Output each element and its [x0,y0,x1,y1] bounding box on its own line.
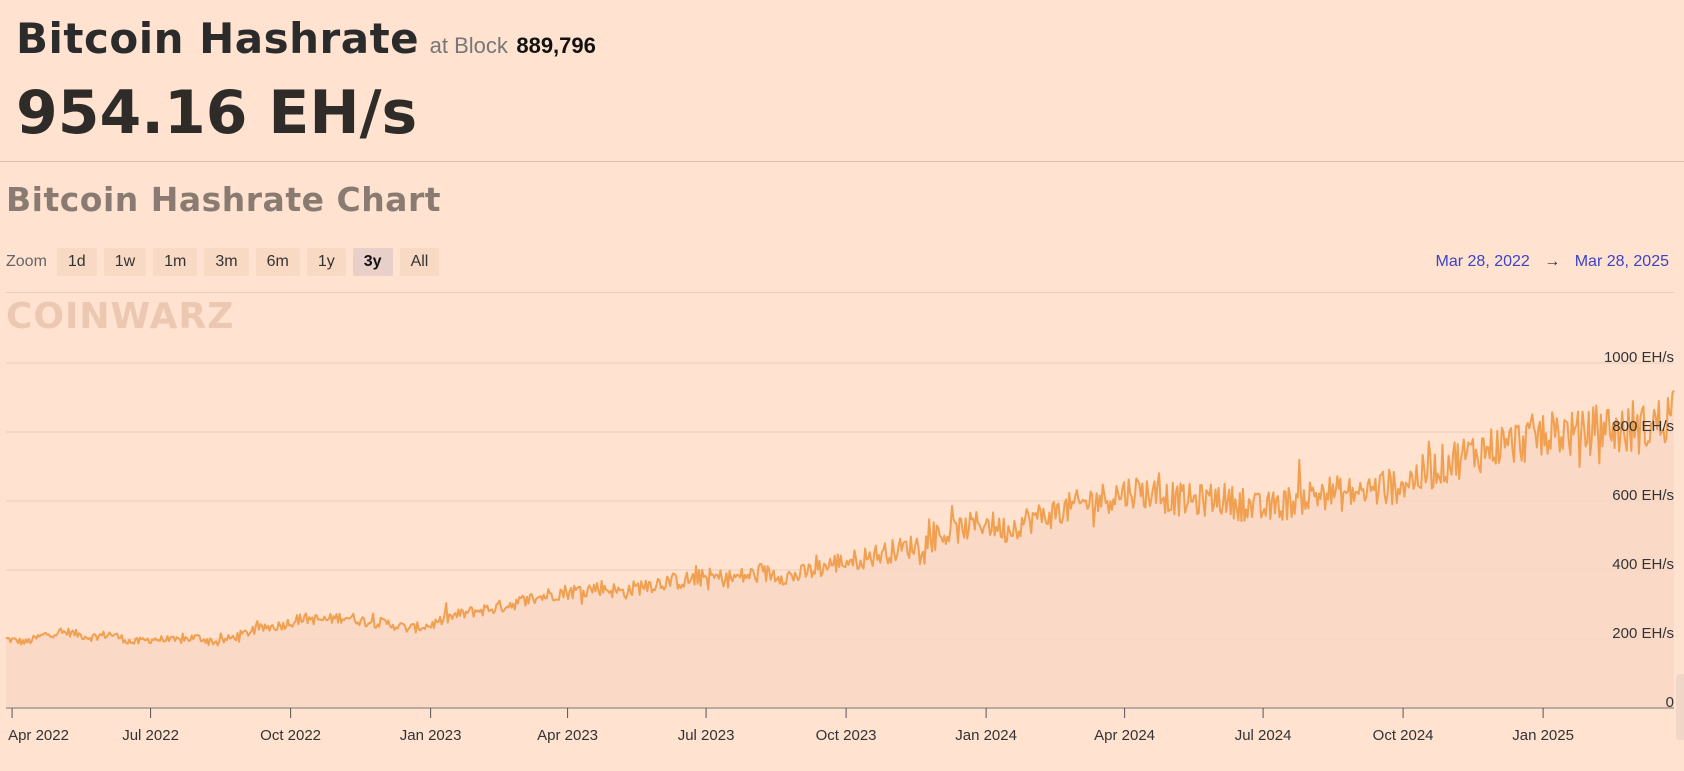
x-tick-label: Jan 2025 [1512,727,1574,744]
chart-title: Bitcoin Hashrate Chart [6,180,442,219]
at-block-label: at Block [429,33,508,58]
block-number: 889,796 [516,33,596,58]
zoom-1m-button[interactable]: 1m [153,248,198,276]
header: Bitcoin Hashrate at Block 889,796 954.16… [0,0,1684,162]
x-tick-label: Apr 2023 [537,727,598,744]
y-tick-label: 1000 EH/s [1604,349,1674,366]
x-axis-labels: Apr 2022 Jul 2022 Oct 2022 Jan 2023 Apr 2023… [8,727,1574,744]
range-start-date[interactable]: Mar 28, 2022 [1435,253,1530,270]
hashrate-series-line [5,389,1675,647]
x-tick-label: Jan 2024 [955,727,1017,744]
current-hashrate: 954.16 EH/s [16,78,418,148]
zoom-label: Zoom [6,253,47,270]
zoom-controls: Zoom 1d 1w 1m 3m 6m 1y 3y All [6,248,446,276]
zoom-1w-button[interactable]: 1w [103,248,147,276]
hashrate-area [6,390,1674,708]
coinwarz-watermark-logo: COINWARZ [6,296,235,337]
y-tick-label: 600 EH/s [1612,487,1674,504]
chart-separator [6,292,1674,293]
x-tick-label: Oct 2022 [260,727,321,744]
page-title: Bitcoin Hashrate [16,14,420,63]
zoom-1y-button[interactable]: 1y [306,248,346,276]
y-tick-label: 0 [1666,694,1674,711]
x-tick-label: Jan 2023 [400,727,462,744]
zoom-6m-button[interactable]: 6m [255,248,300,276]
title-row: Bitcoin Hashrate at Block 889,796 [16,14,596,63]
y-tick-label: 200 EH/s [1612,625,1674,642]
y-tick-label: 800 EH/s [1612,418,1674,435]
zoom-1d-button[interactable]: 1d [56,248,97,276]
x-tick-label: Jul 2023 [678,727,735,744]
x-axis [6,707,1674,718]
x-tick-label: Apr 2022 [8,727,69,744]
x-tick-label: Jul 2024 [1235,727,1292,744]
x-tick-label: Oct 2024 [1373,727,1434,744]
x-tick-label: Apr 2024 [1094,727,1155,744]
x-tick-label: Jul 2022 [122,727,179,744]
zoom-3y-button[interactable]: 3y [352,248,393,276]
y-axis-labels: 0 200 EH/s 400 EH/s 600 EH/s 800 EH/s 1000 EH… [1604,349,1674,711]
range-end-date[interactable]: Mar 28, 2025 [1574,253,1669,270]
scroll-handle[interactable] [1676,674,1684,740]
range-arrow-icon: → [1544,253,1561,270]
y-tick-label: 400 EH/s [1612,556,1674,573]
x-tick-label: Oct 2023 [816,727,877,744]
hashrate-chart[interactable]: 0 200 EH/s 400 EH/s 600 EH/s 800 EH/s 1000 EH… [0,330,1684,771]
date-range: Mar 28, 2022 → Mar 28, 2025 [1436,253,1669,271]
zoom-3m-button[interactable]: 3m [204,248,249,276]
zoom-all-button[interactable]: All [399,248,440,276]
